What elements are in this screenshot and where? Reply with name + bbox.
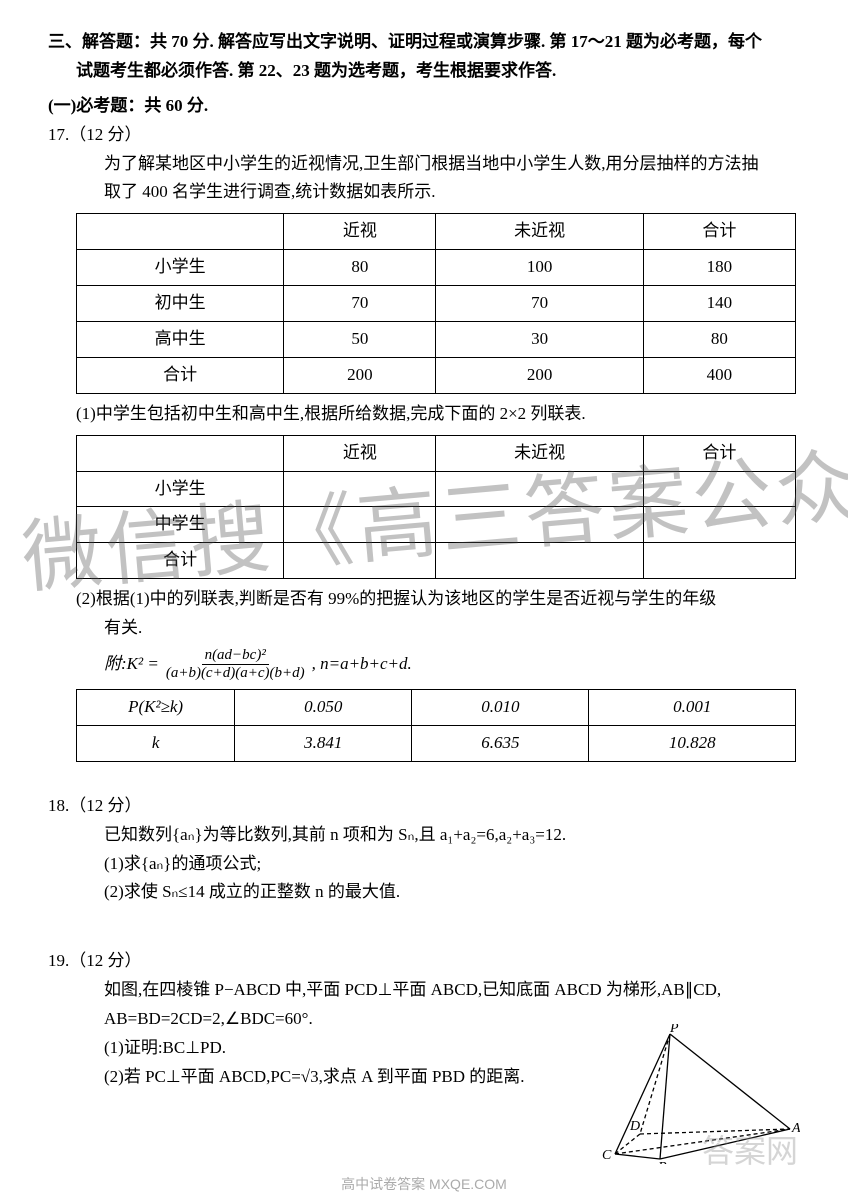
q18-l1: 已知数列{aₙ}为等比数列,其前 n 项和为 Sₙ,且 a₁+a₂=6,a₂+a… — [48, 821, 800, 850]
q17-part2-l1: (2)根据(1)中的列联表,判断是否有 99%的把握认为该地区的学生是否近视与学… — [48, 585, 800, 614]
table-cell: 0.010 — [412, 690, 589, 726]
table-cell — [284, 543, 436, 579]
table-header — [77, 435, 284, 471]
q19-diagram: P A B C D — [600, 1024, 800, 1164]
table-cell: 0.050 — [235, 690, 412, 726]
q17-intro-l1: 为了解某地区中小学生的近视情况,卫生部门根据当地中小学生人数,用分层抽样的方法抽 — [48, 150, 800, 179]
subsection-title: (一)必考题：共 60 分. — [48, 92, 800, 121]
q19-l1: 如图,在四棱锥 P−ABCD 中,平面 PCD⊥平面 ABCD,已知底面 ABC… — [48, 976, 800, 1005]
table-header: 合计 — [643, 435, 795, 471]
q17-intro-l2: 取了 400 名学生进行调查,统计数据如表所示. — [48, 178, 800, 207]
table-cell: P(K²≥k) — [77, 690, 235, 726]
table-cell — [284, 471, 436, 507]
formula-tail: , n=a+b+c+d. — [312, 650, 412, 679]
table-header: 未近视 — [436, 435, 643, 471]
table-cell: 80 — [643, 322, 795, 358]
diagram-label-b: B — [658, 1160, 667, 1164]
table-cell: 0.001 — [589, 690, 796, 726]
table-header: 合计 — [643, 214, 795, 250]
q17-table2: 近视 未近视 合计 小学生 中学生 合计 — [76, 435, 796, 580]
table-cell: 100 — [436, 250, 643, 286]
q17-table3: P(K²≥k) 0.050 0.010 0.001 k 3.841 6.635 … — [76, 689, 796, 762]
table-cell: 70 — [436, 286, 643, 322]
formula-denominator: (a+b)(c+d)(a+c)(b+d) — [163, 665, 308, 682]
table-cell: 80 — [284, 250, 436, 286]
q19-number: 19.（12 分） — [48, 947, 800, 976]
table-cell: 合计 — [77, 543, 284, 579]
table-cell: 初中生 — [77, 286, 284, 322]
table-cell — [643, 543, 795, 579]
table-cell: 30 — [436, 322, 643, 358]
table-cell: 高中生 — [77, 322, 284, 358]
table-cell: 合计 — [77, 357, 284, 393]
table-cell — [436, 543, 643, 579]
table-header — [77, 214, 284, 250]
q17-formula: 附:K² = n(ad−bc)² (a+b)(c+d)(a+c)(b+d) , … — [48, 647, 800, 681]
table-cell: 180 — [643, 250, 795, 286]
table-cell — [643, 507, 795, 543]
q18-number: 18.（12 分） — [48, 792, 800, 821]
q18-part2: (2)求使 Sₙ≤14 成立的正整数 n 的最大值. — [48, 878, 800, 907]
table-cell: 10.828 — [589, 725, 796, 761]
section-title-line1: 三、解答题：共 70 分. 解答应写出文字说明、证明过程或演算步骤. 第 17～… — [48, 28, 800, 57]
table-cell: 200 — [284, 357, 436, 393]
diagram-label-c: C — [602, 1148, 612, 1163]
table-cell: 6.635 — [412, 725, 589, 761]
q18-part1: (1)求{aₙ}的通项公式; — [48, 850, 800, 879]
table-cell: 中学生 — [77, 507, 284, 543]
formula-numerator: n(ad−bc)² — [202, 647, 269, 665]
diagram-label-a: A — [791, 1121, 800, 1136]
q17-part1: (1)中学生包括初中生和高中生,根据所给数据,完成下面的 2×2 列联表. — [48, 400, 800, 429]
table-header: 未近视 — [436, 214, 643, 250]
table-header: 近视 — [284, 435, 436, 471]
table-cell: 小学生 — [77, 471, 284, 507]
table-cell: k — [77, 725, 235, 761]
table-cell — [284, 507, 436, 543]
table-cell: 小学生 — [77, 250, 284, 286]
q17-number: 17.（12 分） — [48, 121, 800, 150]
diagram-label-p: P — [669, 1024, 679, 1036]
table-header: 近视 — [284, 214, 436, 250]
table-cell: 3.841 — [235, 725, 412, 761]
table-cell — [436, 507, 643, 543]
table-cell: 400 — [643, 357, 795, 393]
table-cell: 200 — [436, 357, 643, 393]
table-cell: 50 — [284, 322, 436, 358]
table-cell — [643, 471, 795, 507]
table-cell: 70 — [284, 286, 436, 322]
q17-table1: 近视 未近视 合计 小学生 80 100 180 初中生 70 70 140 高… — [76, 213, 796, 393]
formula-label: 附:K² = — [104, 650, 159, 679]
q17-part2-l2: 有关. — [48, 614, 800, 643]
diagram-label-d: D — [629, 1119, 640, 1134]
section-title-line2: 试题考生都必须作答. 第 22、23 题为选考题，考生根据要求作答. — [48, 57, 800, 86]
table-cell: 140 — [643, 286, 795, 322]
table-cell — [436, 471, 643, 507]
